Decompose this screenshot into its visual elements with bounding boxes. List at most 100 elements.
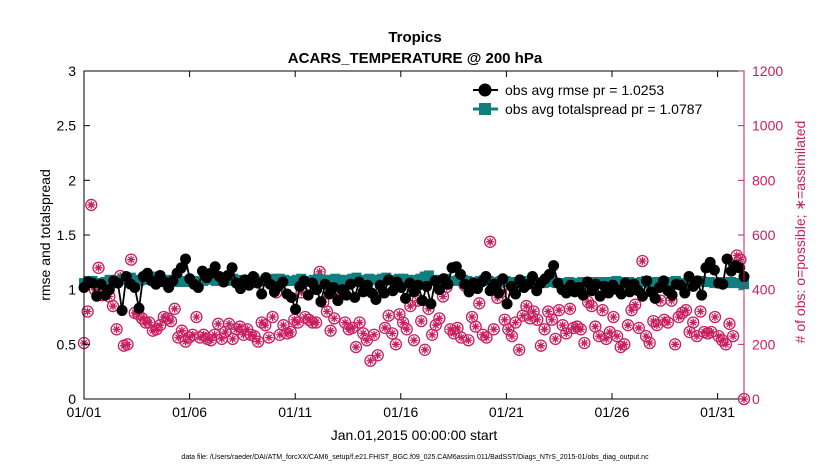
obs-possible-marker [607, 310, 620, 324]
obs-assimilated-marker [522, 302, 531, 311]
obs-possible-marker [585, 299, 598, 313]
obs-assimilated-marker [217, 334, 226, 343]
obs-possible-marker [618, 338, 631, 351]
obs-count-point [175, 324, 189, 337]
obs-possible-marker [545, 313, 558, 326]
obs-assimilated-marker [228, 334, 237, 343]
obs-assimilated-marker [170, 304, 179, 313]
obs-possible-marker [483, 235, 497, 248]
obs-possible-marker [513, 343, 526, 356]
obs-possible-marker [150, 323, 163, 336]
y-axis-label: rmse and totalspread [37, 169, 53, 301]
obs-count-point [502, 323, 515, 336]
obs-assimilated-marker [449, 329, 458, 338]
rmse-point [581, 276, 593, 288]
obs-assimilated-marker [478, 330, 487, 339]
data-file-footnote: data file: /Users/raeder/DAI/ATM_forcXX/… [181, 454, 649, 461]
obs-count-point [121, 338, 134, 351]
obs-possible-marker [632, 321, 645, 335]
rmse-point [463, 286, 475, 298]
obs-assimilated-marker [667, 296, 676, 305]
obs-count-point [694, 305, 707, 318]
obs-possible-marker [164, 314, 178, 328]
obs-possible-marker [179, 335, 192, 348]
obs-possible-marker [527, 305, 540, 318]
x-axis: 01/01 01/06 01/11 01/16 01/21 01/26 01/31 [66, 71, 735, 420]
obs-possible-marker [538, 323, 551, 336]
obs-possible-marker [266, 310, 279, 324]
obs-count-point [284, 325, 297, 339]
obs-count-point [726, 329, 740, 343]
obs-count-point [705, 325, 718, 339]
legend-rmse-marker [478, 83, 492, 97]
obs-possible-marker [636, 254, 649, 268]
obs-possible-marker [349, 340, 363, 354]
obs-assimilated-marker [410, 336, 418, 345]
obs-possible-marker [396, 316, 410, 329]
rmse-point [429, 275, 441, 287]
obs-assimilated-marker [580, 338, 589, 347]
obs-assimilated-marker [707, 328, 716, 337]
obs-possible-marker [429, 319, 442, 332]
obs-count-point [262, 331, 276, 344]
obs-possible-marker [705, 325, 718, 339]
rmse-point [691, 275, 703, 287]
obs-assimilated-marker [344, 325, 353, 334]
obs-assimilated-marker [341, 318, 350, 327]
obs-assimilated-marker [388, 329, 397, 338]
x-tick-label: 01/01 [66, 404, 101, 420]
obs-possible-marker [531, 313, 544, 326]
x-tick-label: 01/21 [489, 404, 524, 420]
rmse-point [717, 278, 729, 290]
obs-assimilated-marker [330, 314, 339, 323]
obs-assimilated-marker [471, 322, 480, 331]
obs-assimilated-marker [591, 322, 600, 331]
obs-count-point [480, 331, 493, 344]
rmse-point [425, 298, 437, 310]
rmse-point [86, 277, 98, 289]
obs-assimilated-marker [609, 313, 618, 321]
obs-count-point [534, 339, 548, 352]
y-tick-label: 2 [68, 172, 76, 188]
obs-assimilated-marker [627, 306, 636, 315]
obs-assimilated-marker [355, 318, 364, 327]
rmse-point [615, 288, 627, 300]
obs-assimilated-marker [232, 325, 241, 334]
obs-assimilated-marker [631, 300, 640, 309]
obs-count-point [520, 299, 533, 313]
obs-assimilated-marker [210, 330, 219, 339]
obs-count-point [429, 319, 442, 332]
obs-assimilated-marker [431, 321, 440, 330]
rmse-point [180, 253, 192, 265]
obs-assimilated-marker [435, 314, 444, 323]
rmse-point [378, 287, 390, 299]
obs-assimilated-marker [645, 338, 654, 347]
obs-assimilated-marker [547, 315, 556, 324]
obs-possible-marker [124, 253, 138, 266]
rmse-point [620, 277, 632, 289]
obs-assimilated-marker [696, 307, 705, 316]
obs-count-point [328, 312, 341, 325]
obs-assimilated-marker [167, 317, 176, 326]
obs-count-series [77, 198, 751, 406]
rmse-point [683, 271, 695, 283]
legend-spread-label: obs avg totalspread pr = 1.0787 [505, 101, 703, 117]
obs-assimilated-marker [558, 321, 567, 330]
obs-possible-marker [233, 320, 247, 333]
rmse-point [577, 289, 589, 301]
obs-assimilated-marker [275, 330, 284, 339]
obs-possible-marker [433, 312, 446, 325]
obs-assimilated-marker [264, 333, 273, 342]
obs-assimilated-marker [373, 351, 382, 360]
obs-count-point [360, 334, 374, 347]
obs-possible-marker [719, 338, 733, 351]
y-tick-label: 0 [68, 391, 76, 407]
obs-count-point [473, 297, 486, 310]
obs-count-point [549, 332, 562, 346]
rmse-point [91, 290, 103, 302]
y2-tick-label: 400 [752, 282, 776, 298]
obs-possible-marker [371, 349, 384, 362]
rmse-point [235, 283, 247, 295]
y-tick-label: 1.5 [57, 227, 77, 243]
obs-possible-marker [251, 335, 265, 348]
